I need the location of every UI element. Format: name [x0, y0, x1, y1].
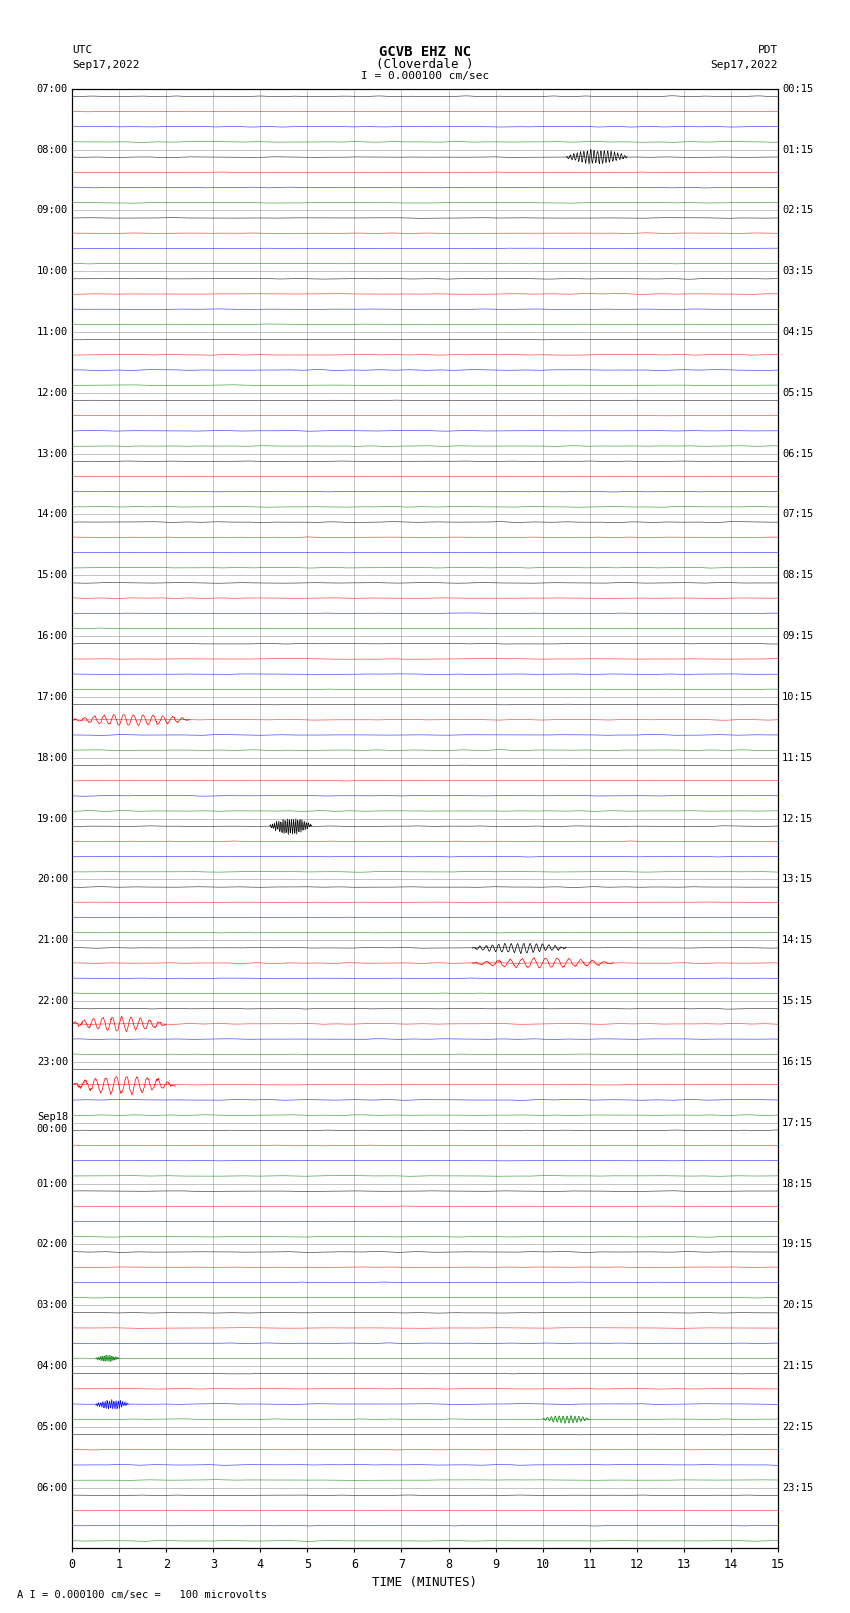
Text: GCVB EHZ NC: GCVB EHZ NC	[379, 45, 471, 60]
Text: PDT: PDT	[757, 45, 778, 55]
Text: A I = 0.000100 cm/sec =   100 microvolts: A I = 0.000100 cm/sec = 100 microvolts	[17, 1590, 267, 1600]
Text: Sep17,2022: Sep17,2022	[72, 60, 139, 69]
Text: (Cloverdale ): (Cloverdale )	[377, 58, 473, 71]
Text: I = 0.000100 cm/sec: I = 0.000100 cm/sec	[361, 71, 489, 81]
Text: UTC: UTC	[72, 45, 93, 55]
Text: Sep17,2022: Sep17,2022	[711, 60, 778, 69]
X-axis label: TIME (MINUTES): TIME (MINUTES)	[372, 1576, 478, 1589]
